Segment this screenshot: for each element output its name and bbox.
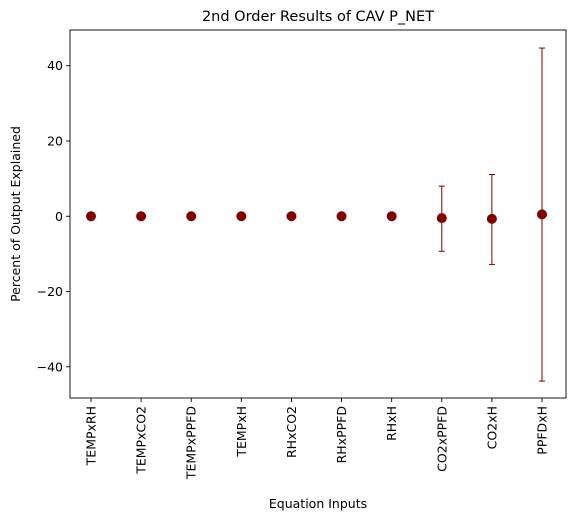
x-tick-label: TEMPxPPFD [184, 406, 199, 480]
x-tick-label: TEMPxH [234, 406, 249, 458]
x-tick-label: PPFDxH [535, 406, 550, 455]
data-point [486, 213, 497, 224]
data-point [537, 209, 547, 220]
y-tick-label: 20 [47, 134, 63, 149]
plot-area [69, 29, 567, 399]
data-point [286, 211, 297, 222]
x-axis: TEMPxRH TEMPxCO2 TEMPxPPFD TEMPxH RHxCO2 RHxP… [84, 398, 550, 480]
data-points [86, 209, 547, 224]
x-tick-label: RHxH [384, 406, 399, 441]
axes-frame [69, 29, 567, 399]
x-tick-label: TEMPxCO2 [134, 406, 149, 475]
x-tick-label: TEMPxRH [84, 406, 99, 466]
x-tick-label: CO2xH [484, 406, 499, 449]
data-point [186, 211, 197, 222]
data-point [436, 213, 447, 224]
data-point [236, 211, 247, 222]
data-point [86, 211, 96, 222]
chart-title: 2nd Order Results of CAV P_NET [202, 9, 434, 25]
y-tick-label: −40 [37, 359, 63, 374]
x-tick-label: RHxCO2 [284, 406, 299, 458]
x-tick-label: CO2xPPFD [434, 406, 449, 472]
data-point [336, 211, 347, 222]
y-tick-label: 40 [47, 58, 63, 73]
x-tick-label: RHxPPFD [334, 406, 349, 463]
y-tick-label: −20 [37, 284, 63, 299]
data-point [136, 211, 147, 222]
x-axis-label: Equation Inputs [269, 496, 367, 511]
y-axis-label: Percent of Output Explained [8, 126, 23, 302]
data-point [386, 211, 397, 222]
y-axis: −40 −20 0 20 40 [37, 58, 70, 374]
y-tick-label: 0 [55, 209, 63, 224]
